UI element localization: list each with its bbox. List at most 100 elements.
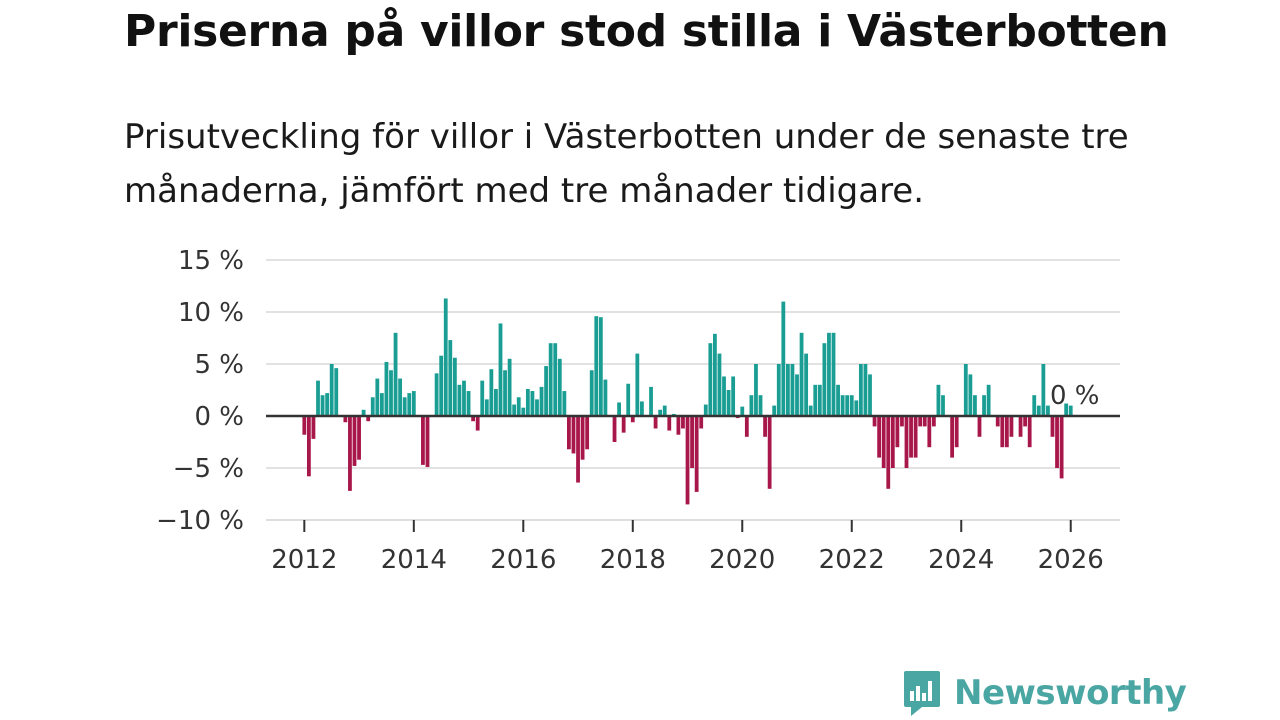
bar [617, 402, 621, 416]
x-tick-label: 2012 [271, 545, 337, 575]
bar [813, 384, 818, 416]
bar [462, 380, 466, 416]
bar [1055, 416, 1059, 468]
bar [361, 409, 366, 416]
bar [877, 416, 882, 458]
bar [512, 404, 517, 416]
bar [904, 416, 909, 468]
bar [717, 353, 722, 416]
bar [475, 416, 480, 431]
bar [1023, 416, 1028, 427]
x-tick-label: 2018 [600, 545, 666, 575]
bar [530, 391, 535, 416]
bar [918, 416, 923, 427]
bar [589, 370, 594, 416]
bar [1018, 416, 1023, 437]
bar [1041, 364, 1046, 416]
bar [995, 416, 1000, 427]
bar [662, 405, 667, 416]
bar [831, 332, 836, 416]
bar [776, 364, 781, 416]
bar [900, 416, 904, 427]
bar [681, 416, 685, 429]
bar [1036, 405, 1041, 416]
bar [567, 416, 571, 450]
bar [316, 380, 320, 416]
y-tick-label: 5 % [194, 350, 244, 380]
bar [407, 393, 412, 416]
bar [822, 343, 827, 416]
x-tick-label: 2016 [490, 545, 556, 575]
bar [366, 416, 371, 422]
bar [494, 388, 498, 416]
bar [548, 343, 553, 416]
bar [881, 416, 886, 468]
bar [781, 301, 786, 416]
bar [790, 364, 795, 416]
bar [425, 416, 430, 467]
bar [1027, 416, 1032, 448]
bar [763, 416, 767, 437]
bar [868, 374, 872, 416]
bar [489, 369, 494, 416]
bar [398, 378, 403, 416]
bar [950, 416, 955, 458]
bar [795, 374, 799, 416]
bar [544, 366, 548, 416]
bar [562, 391, 567, 416]
bar [1068, 405, 1073, 416]
bar [685, 416, 690, 505]
bar [849, 395, 854, 416]
bar [754, 364, 758, 416]
x-tick-label: 2024 [928, 545, 994, 575]
bar [658, 409, 663, 416]
bar [626, 383, 631, 416]
bar [302, 416, 307, 435]
bar [535, 399, 539, 416]
y-tick-label: 10 % [178, 298, 244, 328]
bar [858, 364, 863, 416]
x-tick-label: 2026 [1038, 545, 1104, 575]
bar [571, 416, 576, 454]
bar [909, 416, 913, 458]
x-tick-label: 2022 [819, 545, 885, 575]
bar [808, 405, 813, 416]
bar [452, 357, 457, 416]
bar [439, 355, 444, 416]
bar [402, 397, 407, 416]
bar [836, 384, 840, 416]
bar [973, 395, 977, 416]
bar [941, 395, 945, 416]
bar [640, 401, 644, 416]
bar [649, 386, 653, 416]
bar [411, 391, 416, 416]
bar [421, 416, 425, 465]
bar [968, 374, 973, 416]
bar [744, 416, 749, 437]
bar [785, 364, 790, 416]
newsworthy-brand[interactable]: Newsworthy [902, 668, 1187, 718]
newsworthy-logo-icon [904, 671, 940, 716]
bar [393, 332, 398, 416]
bar [389, 370, 393, 416]
bar [384, 361, 389, 416]
bar [827, 332, 831, 416]
bar [334, 368, 339, 416]
bar [977, 416, 982, 437]
bar [612, 416, 617, 442]
bar [767, 416, 772, 489]
bar [370, 397, 375, 416]
bar [749, 395, 754, 416]
bar [621, 416, 626, 433]
bar [963, 364, 968, 416]
bar [840, 395, 845, 416]
bar [348, 416, 352, 491]
bar [521, 407, 526, 416]
bar [863, 364, 868, 416]
bar [306, 416, 311, 477]
bar [667, 416, 672, 431]
bar [1050, 416, 1055, 437]
bar [352, 416, 357, 466]
bar [845, 395, 850, 416]
bar [927, 416, 932, 448]
